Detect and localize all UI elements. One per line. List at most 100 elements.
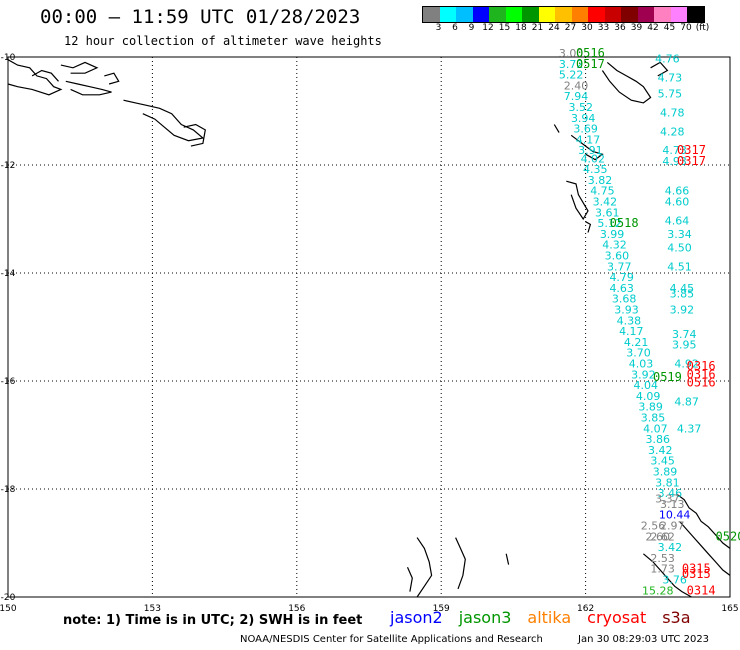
pass-time-label: 0518: [610, 216, 639, 230]
lat-tick-label: -10: [1, 53, 16, 63]
coastline: [643, 553, 692, 598]
colorbar-label: 12: [482, 23, 494, 33]
colorbar-cell: [654, 7, 671, 22]
wave-height-values: 3.003.725.222.407.943.523.943.694.173.91…: [559, 47, 701, 597]
wave-height-value: 3.89: [638, 401, 663, 414]
wave-height-value: 1.73: [650, 563, 675, 576]
wave-height-value: 3.60: [605, 250, 630, 263]
wave-height-value: 3.77: [607, 260, 632, 273]
lon-tick-label: 162: [577, 604, 594, 614]
lon-tick-label: 159: [433, 604, 450, 614]
map-frame: [7, 56, 731, 598]
map-subtitle: 12 hour collection of altimeter wave hei…: [64, 34, 382, 48]
legend-item-jason2: jason2: [390, 608, 443, 627]
wave-height-value: 7.94: [564, 90, 589, 103]
wave-height-value: 3.74: [672, 328, 697, 341]
wave-height-value: 3.42: [648, 444, 673, 457]
colorbar-cell: [472, 7, 489, 22]
colorbar-cell: [505, 7, 522, 22]
wave-height-value: 5.12: [597, 217, 622, 230]
colorbar-label: 30: [581, 23, 593, 33]
wave-height-value: 2.40: [564, 79, 589, 92]
colorbar-cell: [637, 7, 654, 22]
pass-time-label: 0516: [576, 46, 605, 60]
colorbar-label: 39: [630, 23, 643, 33]
coastline: [650, 61, 669, 77]
wave-height-value: 3.37: [655, 493, 680, 506]
wave-height-value: 3.99: [600, 228, 625, 241]
wave-height-value: 3.45: [650, 455, 675, 468]
pass-time-label: 0316: [687, 367, 716, 381]
wave-height-value: 3.34: [667, 228, 692, 241]
pass-time-label: 0317: [677, 143, 706, 157]
wave-height-value: 4.04: [634, 379, 659, 392]
coastlines: [7, 59, 731, 598]
lat-tick-label: -20: [1, 593, 16, 603]
wave-height-value: 4.32: [602, 239, 627, 252]
colorbar-cell: [489, 7, 506, 22]
legend-item-s3a: s3a: [662, 608, 691, 627]
wave-height-value: 4.79: [609, 271, 634, 284]
colorbar-label: 21: [531, 23, 544, 33]
wave-height-value: 4.38: [617, 314, 642, 327]
wave-height-value: 4.50: [667, 241, 692, 254]
legend-item-cryosat: cryosat: [587, 608, 647, 627]
wave-height-value: 3.46: [658, 487, 683, 500]
colorbar-cell: [687, 7, 704, 22]
lat-tick-label: -12: [1, 161, 16, 171]
colorbar-cell: [522, 7, 539, 22]
colorbar-label: 42: [647, 23, 659, 33]
colorbar-label: 70: [680, 23, 692, 33]
wave-height-value: 5.75: [658, 88, 683, 101]
axis-tick-labels: 150 153 156 159 162 165 -10 -12 -14 -16 -18 -20: [0, 53, 739, 614]
pass-time-label: 0314: [687, 583, 716, 597]
wave-height-value: 4.37: [677, 422, 702, 435]
colorbar-cell: [670, 7, 687, 22]
wave-height-value: 2.56: [641, 520, 666, 533]
wave-height-value: 15.28: [642, 584, 674, 597]
wave-height-value: 3.92: [670, 304, 695, 317]
coastline: [679, 521, 731, 576]
coastline: [585, 221, 592, 233]
wave-height-value: 3.69: [573, 123, 598, 136]
lon-tick-label: 153: [144, 604, 161, 614]
colorbar-cell: [621, 7, 638, 22]
colorbar-cell: [423, 7, 440, 22]
wave-height-value: 4.07: [643, 422, 668, 435]
wave-height-value: 4.21: [624, 336, 649, 349]
wave-height-value: 3.85: [641, 412, 666, 425]
colorbar-cell: [571, 7, 588, 22]
wave-height-value: 4.92: [674, 358, 699, 371]
wave-height-value: 3.81: [655, 476, 680, 489]
wave-height-value: 3.13: [660, 498, 685, 511]
footnote: note: 1) Time is in UTC; 2) SWH is in fe…: [63, 613, 363, 628]
pass-time-label: 0317: [677, 154, 706, 168]
wave-height-value: 4.09: [636, 390, 661, 403]
colorbar-cell: [588, 7, 605, 22]
wave-height-value: 3.00: [559, 47, 584, 60]
wave-height-value: 3.52: [569, 101, 594, 114]
coastline: [104, 72, 120, 85]
wave-height-value: 3.86: [646, 433, 671, 446]
wave-height-value: 4.60: [665, 196, 690, 209]
lat-tick-label: -18: [1, 485, 16, 495]
coastline: [416, 537, 433, 598]
wave-height-value: 4.51: [667, 260, 692, 273]
wave-height-value: 3.76: [662, 574, 687, 587]
wave-height-value: 4.35: [583, 163, 608, 176]
map-title: 00:00 – 11:59 UTC 01/28/2023: [40, 6, 361, 28]
colorbar-cell: [439, 7, 456, 22]
satellite-legend: jason2 jason3 altika cryosat s3a: [390, 608, 707, 627]
wave-height-value: 4.78: [660, 106, 685, 119]
coastline: [31, 69, 59, 82]
wave-height-value: 3.61: [595, 206, 620, 219]
lat-tick-label: -16: [1, 377, 16, 387]
wave-height-value: 3.82: [588, 174, 613, 187]
colorbar-label: 27: [564, 23, 577, 33]
coastline: [7, 59, 63, 96]
wave-height-value: 3.93: [614, 304, 639, 317]
colorbar-label: (ft): [695, 23, 710, 33]
